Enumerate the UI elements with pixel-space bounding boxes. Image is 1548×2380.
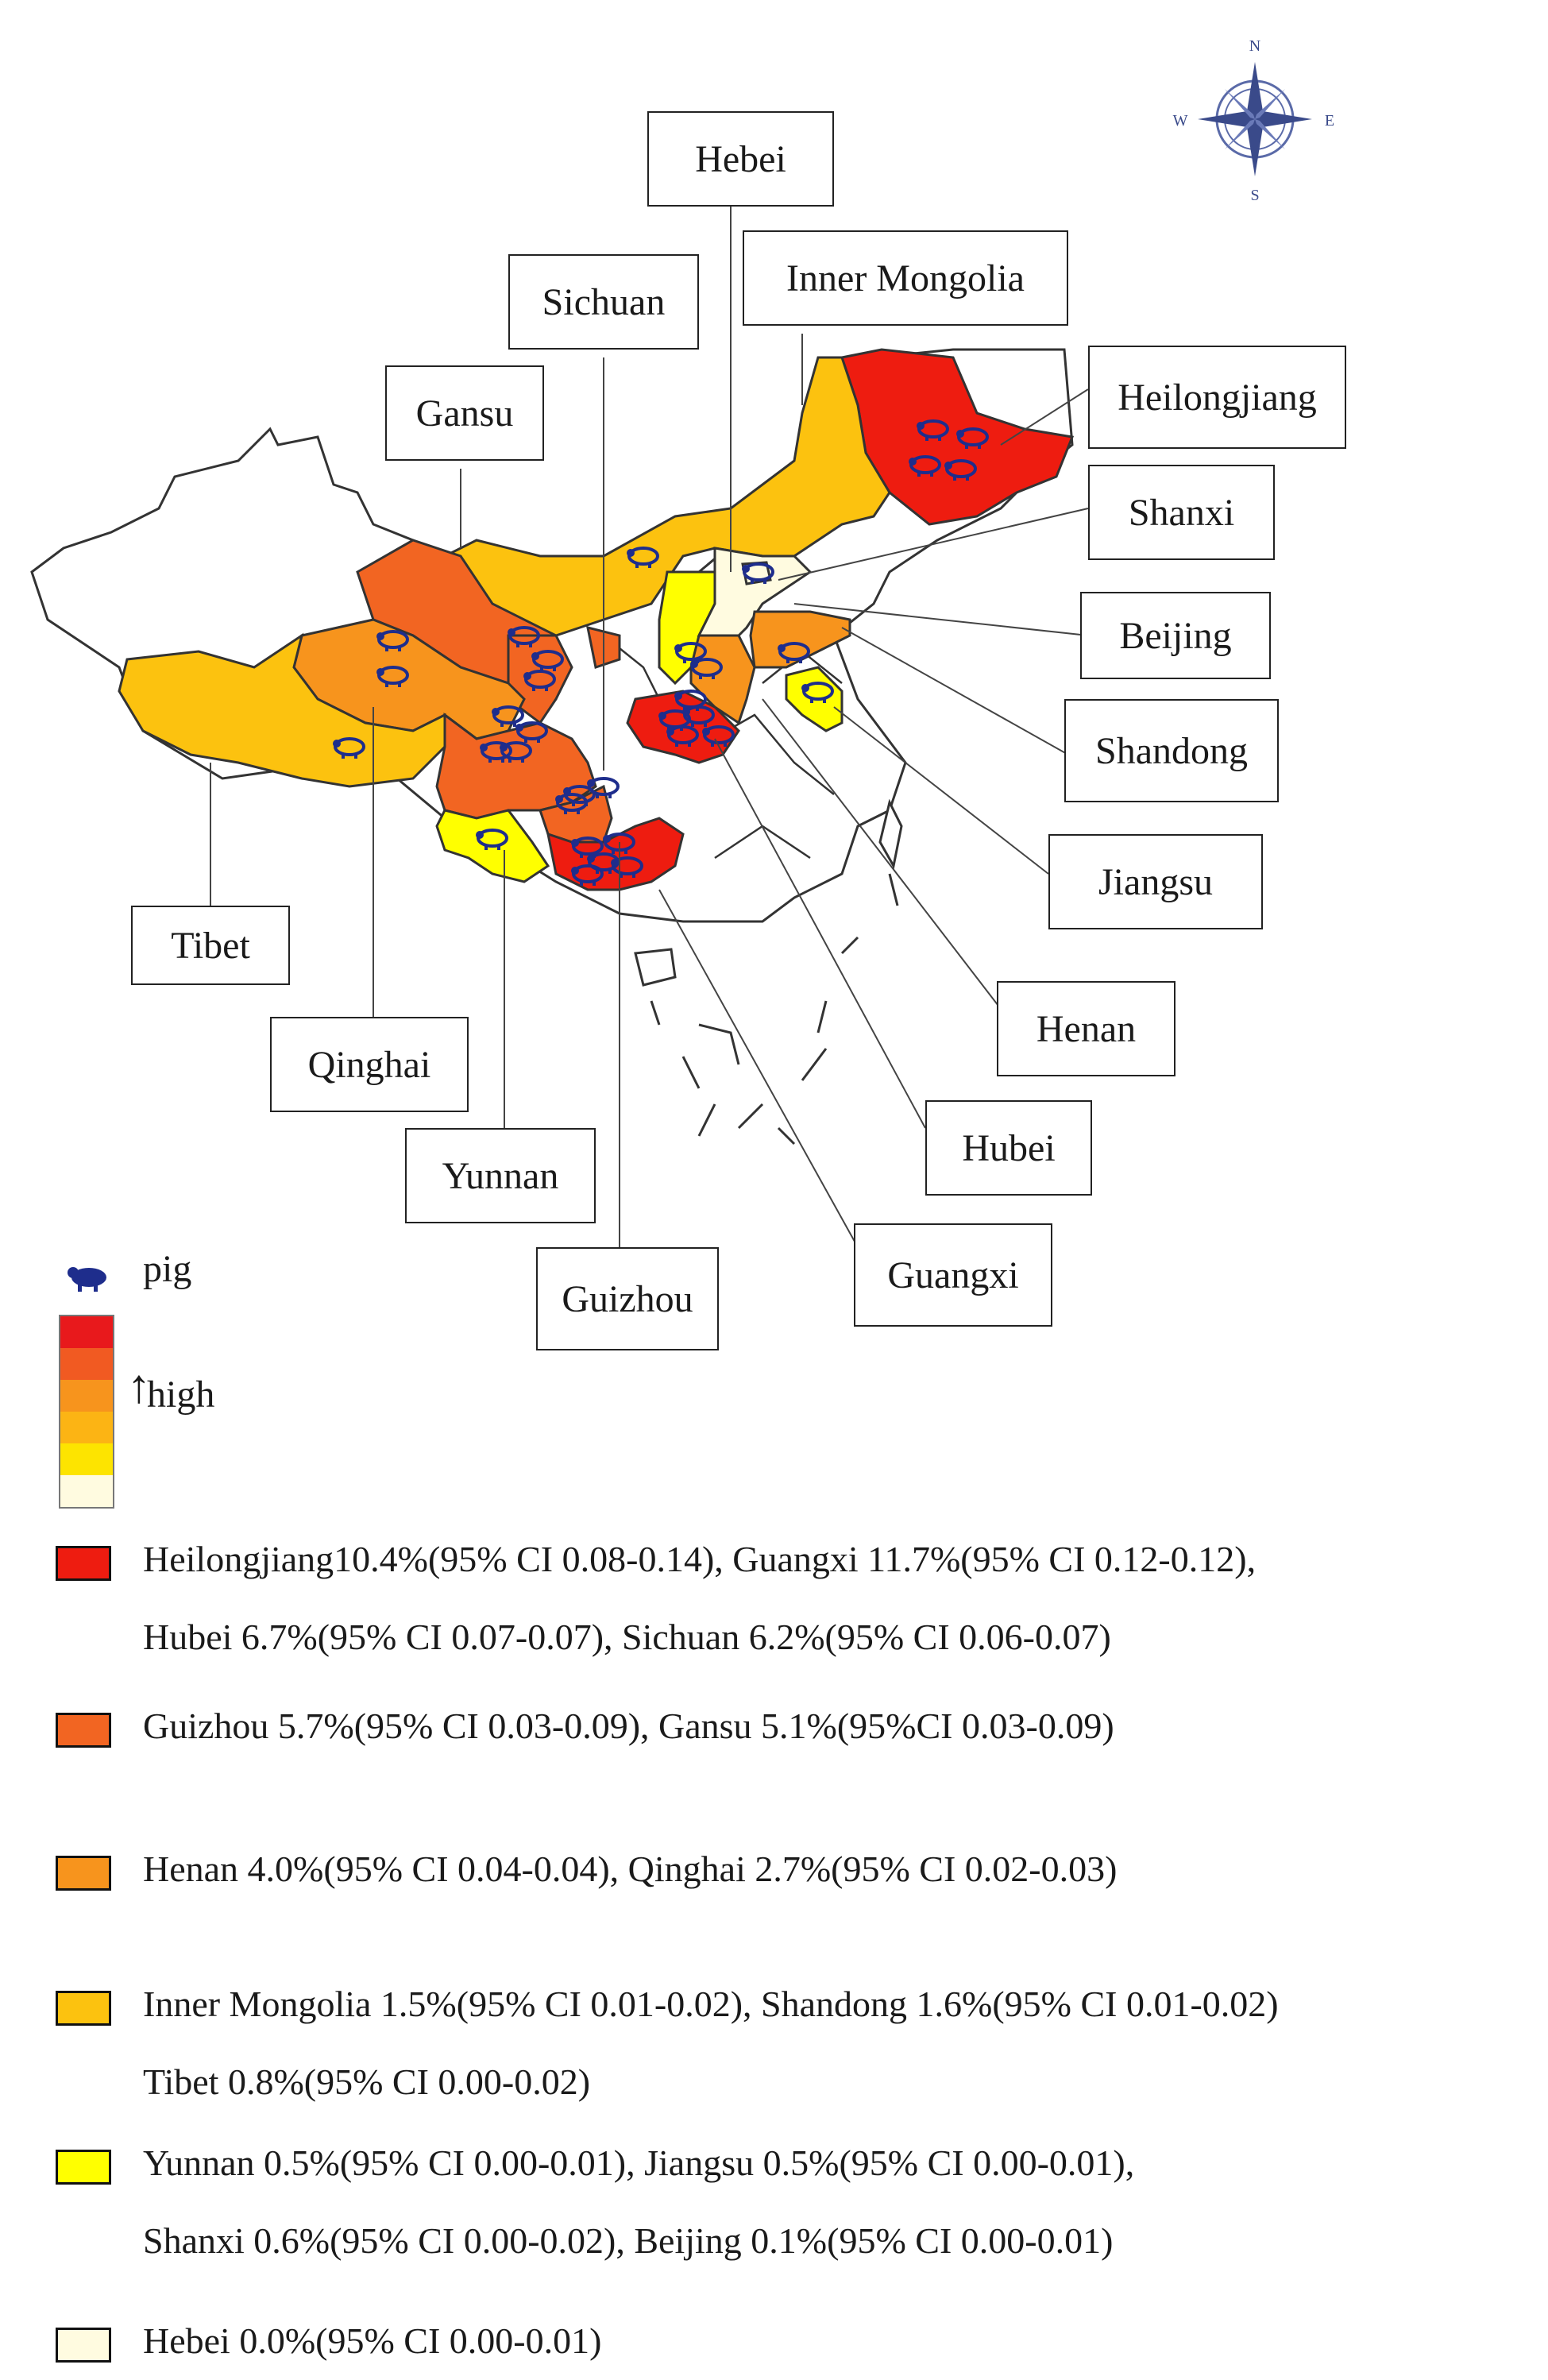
pig-icon [480,741,512,763]
label-heilongjiang: Heilongjiang [1088,346,1346,449]
legend-line: Yunnan 0.5%(95% CI 0.00-0.01), Jiangsu 0… [143,2142,1135,2183]
legend-swatch [56,2328,111,2363]
china-map: N S E W [30,37,1335,1248]
pig-icons [333,419,989,886]
taiwan-outline [878,798,903,870]
pig-icon [476,829,508,850]
compass-s: S [1250,187,1259,204]
pig-icon [666,725,699,747]
label-hebei: Hebei [647,111,834,207]
legend-entry: Hebei 0.0%(95% CI 0.00-0.01) [56,2320,601,2380]
scale-segment [60,1412,113,1443]
label-hubei: Hubei [925,1100,1092,1196]
legend-text: Guizhou 5.7%(95% CI 0.03-0.09), Gansu 5.… [143,1687,1114,1765]
legend-entry: Heilongjiang10.4%(95% CI 0.08-0.14), Gua… [56,1539,1256,1676]
pig-icon [944,459,977,481]
label-guangxi: Guangxi [854,1223,1052,1327]
pig-icon [909,455,941,477]
pig-icon [611,856,643,878]
compass-n: N [1249,37,1260,55]
label-beijing: Beijing [1080,592,1271,679]
leader-lines [210,207,1089,1248]
pig-icon [917,419,949,441]
pig-icon [523,670,556,691]
label-inner-mongolia: Inner Mongolia [743,230,1068,326]
legend-high-label: high [147,1374,215,1416]
pig-icon [702,725,735,747]
label-shandong: Shandong [1064,699,1279,802]
label-henan: Henan [997,981,1175,1076]
legend-pig-label: pig [143,1248,192,1290]
legend-color-scale [59,1315,114,1509]
pig-icon [531,650,564,671]
label-jiangsu: Jiangsu [1048,834,1263,929]
legend-swatch [56,1546,111,1581]
label-sichuan: Sichuan [508,254,699,350]
legend-line: Guizhou 5.7%(95% CI 0.03-0.09), Gansu 5.… [143,1706,1114,1746]
pig-icon [587,777,620,798]
legend-entry: Guizhou 5.7%(95% CI 0.03-0.09), Gansu 5.… [56,1706,1114,1765]
south-china-sea-dashes [650,873,899,1146]
legend-line: Tibet 0.8%(95% CI 0.00-0.02) [143,2061,591,2102]
pig-icon [674,642,707,663]
legend-line: Hubei 6.7%(95% CI 0.07-0.07), Sichuan 6.… [143,1617,1111,1657]
scale-segment [60,1348,113,1380]
legend-text: Yunnan 0.5%(95% CI 0.00-0.01), Jiangsu 0… [143,2124,1134,2280]
pig-icon [956,427,989,449]
pig-icon [742,562,774,584]
pig-icon [690,658,723,679]
legend-swatch [56,1991,111,2026]
legend-line: Heilongjiang10.4%(95% CI 0.08-0.14), Gua… [143,1539,1257,1579]
up-arrow-icon: ↑ [127,1360,151,1412]
pig-icon [801,682,834,703]
compass-w: W [1173,112,1188,129]
label-shanxi: Shanxi [1088,465,1275,560]
legend-entry: Inner Mongolia 1.5%(95% CI 0.01-0.02), S… [56,1984,1279,2121]
legend-line: Hebei 0.0%(95% CI 0.00-0.01) [143,2320,602,2361]
scale-segment [60,1475,113,1507]
label-guizhou: Guizhou [536,1247,719,1350]
legend-line: Inner Mongolia 1.5%(95% CI 0.01-0.02), S… [143,1984,1279,2024]
compass-e: E [1325,112,1334,129]
pig-icon [682,705,715,727]
compass-rose-icon: N S E W [1173,37,1335,204]
label-gansu: Gansu [385,365,544,461]
pig-icon [515,721,548,743]
legend-line: Henan 4.0%(95% CI 0.04-0.04), Qinghai 2.… [143,1849,1118,1889]
legend-text: Henan 4.0%(95% CI 0.04-0.04), Qinghai 2.… [143,1830,1117,1908]
label-qinghai: Qinghai [270,1017,469,1112]
label-tibet: Tibet [131,906,290,985]
pig-icon [376,630,409,651]
pig-icon [778,642,810,663]
legend-text: Inner Mongolia 1.5%(95% CI 0.01-0.02), S… [143,1965,1279,2121]
pig-icon [492,705,524,727]
legend-swatch [56,1856,111,1891]
scale-segment [60,1380,113,1412]
pig-icon [508,626,540,647]
pig-icon [333,737,365,759]
pig-icon [571,864,604,886]
legend-swatch [56,2150,111,2185]
province-inner-mongolia [442,356,891,637]
legend-entry: Yunnan 0.5%(95% CI 0.00-0.01), Jiangsu 0… [56,2142,1134,2280]
legend-text: Hebei 0.0%(95% CI 0.00-0.01) [143,2302,601,2380]
province-shandong [749,610,851,669]
legend-entry: Henan 4.0%(95% CI 0.04-0.04), Qinghai 2.… [56,1849,1117,1908]
legend-line: Shanxi 0.6%(95% CI 0.00-0.02), Beijing 0… [143,2220,1114,2261]
pig-icon [376,666,409,687]
legend-text: Heilongjiang10.4%(95% CI 0.08-0.14), Gua… [143,1520,1256,1676]
legend-pig-icon [68,1267,106,1292]
pig-icon [627,547,659,568]
scale-segment [60,1316,113,1348]
pig-icon [500,741,532,763]
label-yunnan: Yunnan [405,1128,596,1223]
hainan-outline [634,948,677,987]
legend-swatch [56,1713,111,1748]
pig-icon [555,793,588,814]
scale-segment [60,1443,113,1475]
